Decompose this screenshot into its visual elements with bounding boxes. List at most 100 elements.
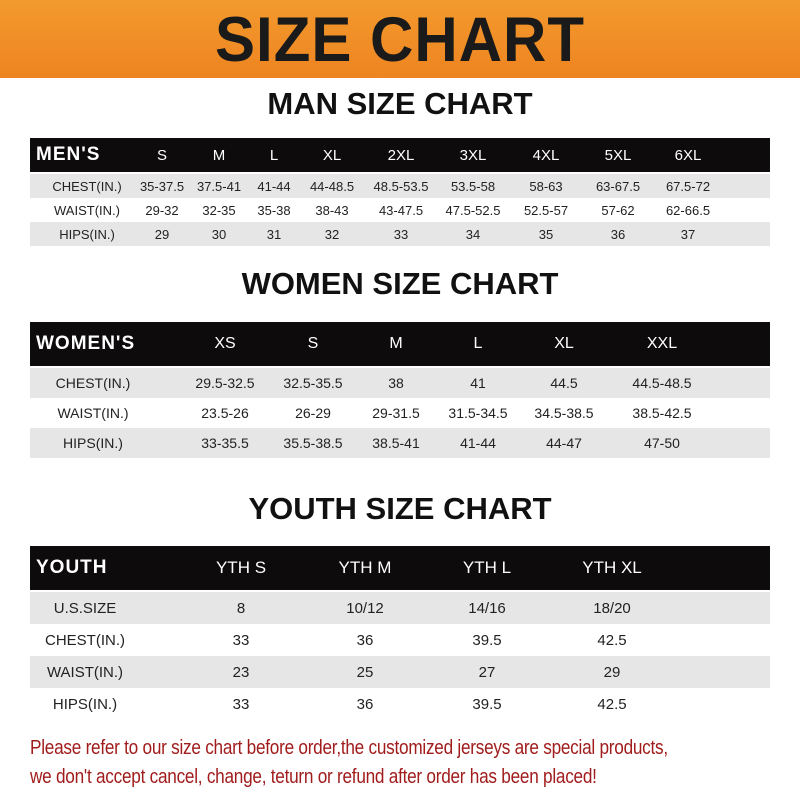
measurement-cell: 41-44: [460, 435, 496, 451]
measurement-cell: 33-35.5: [201, 435, 249, 451]
table-row: CHEST(IN.) 29.5-32.5 32.5-35.5 38 41 44.5 44.5…: [30, 368, 770, 398]
measurement-cell: 62-66.5: [665, 202, 711, 218]
measurement-cell: 38.5-42.5: [632, 405, 692, 421]
measurement-cell: 37: [680, 226, 696, 242]
measurement-cell: 33: [393, 226, 409, 242]
size-header: M: [389, 335, 403, 352]
measurement-cell: 38: [388, 375, 404, 391]
measurement-cell: 29.5-32.5: [195, 375, 255, 391]
measurement-cell: 38-43: [315, 202, 349, 218]
measurement-cell: 26-29: [295, 405, 331, 421]
row-label: CHEST(IN.): [52, 178, 122, 194]
measurement-cell: 42.5: [597, 631, 627, 649]
women-chart-title: WOMEN SIZE CHART: [241, 266, 559, 301]
measurement-cell: 25: [356, 663, 374, 681]
measurement-cell: 31: [266, 226, 282, 242]
women-size-table: WOMEN'S XS S M L XL XXL CHEST(IN.) 29.5-32.5 32.5…: [30, 322, 770, 458]
measurement-cell: 32-35: [202, 202, 236, 218]
measurement-cell: 29: [154, 226, 170, 242]
size-header: YTH XL: [582, 558, 642, 577]
table-row: WAIST(IN.) 23.5-26 26-29 29-31.5 31.5-34.5 34…: [30, 398, 770, 428]
measurement-cell: 10/12: [346, 599, 384, 617]
row-label: U.S.SIZE: [53, 599, 117, 617]
measurement-cell: 52.5-57: [523, 202, 569, 218]
measurement-cell: 35.5-38.5: [283, 435, 343, 451]
size-header: 3XL: [459, 146, 487, 164]
table-row: WAIST(IN.) 29-32 32-35 35-38 38-43 43-47.5 47.…: [30, 198, 770, 222]
measurement-cell: 47.5-52.5: [445, 202, 501, 218]
size-header: XL: [322, 146, 342, 164]
size-header: YTH M: [338, 558, 392, 577]
table-header-row: MEN'S S M L XL 2XL 3XL 4XL 5XL 6XL: [30, 138, 770, 172]
men-size-table: MEN'S S M L XL 2XL 3XL 4XL 5XL 6XL CHEST(IN.) 35-37…: [30, 138, 770, 246]
measurement-cell: 32.5-35.5: [283, 375, 343, 391]
measurement-cell: 34: [465, 226, 481, 242]
measurement-cell: 8: [236, 599, 246, 617]
measurement-cell: 39.5: [472, 695, 502, 713]
table-category-label: WOMEN'S: [36, 333, 136, 354]
measurement-cell: 29-32: [145, 202, 179, 218]
measurement-cell: 58-63: [529, 178, 563, 194]
measurement-cell: 42.5: [597, 695, 627, 713]
row-label: HIPS(IN.): [59, 226, 115, 242]
table-row: U.S.SIZE 8 10/12 14/16 18/20: [30, 592, 770, 624]
table-category-label: MEN'S: [36, 144, 101, 165]
size-header: 6XL: [674, 146, 702, 164]
measurement-cell: 44-48.5: [309, 178, 355, 194]
size-header: 5XL: [604, 146, 632, 164]
size-header: S: [156, 146, 168, 164]
size-header: S: [307, 335, 319, 352]
measurement-cell: 35-37.5: [139, 178, 185, 194]
notice-line-2: we don't accept cancel, change, teturn o…: [30, 766, 597, 788]
size-header: L: [473, 335, 483, 352]
size-header: XS: [214, 335, 236, 352]
measurement-cell: 30: [211, 226, 227, 242]
measurement-cell: 23: [232, 663, 250, 681]
size-header: 4XL: [532, 146, 560, 164]
measurement-cell: 29-31.5: [372, 405, 420, 421]
measurement-cell: 29: [603, 663, 621, 681]
youth-chart-title: YOUTH SIZE CHART: [248, 491, 552, 526]
measurement-cell: 43-47.5: [378, 202, 424, 218]
row-label: CHEST(IN.): [55, 375, 131, 391]
measurement-cell: 33: [232, 631, 250, 649]
measurement-cell: 35: [538, 226, 554, 242]
measurement-cell: 36: [356, 631, 374, 649]
table-row: HIPS(IN.) 33-35.5 35.5-38.5 38.5-41 41-44 44-…: [30, 428, 770, 458]
row-label: HIPS(IN.): [63, 435, 123, 451]
size-header: XXL: [646, 335, 678, 352]
measurement-cell: 57-62: [601, 202, 635, 218]
row-label: WAIST(IN.): [57, 405, 129, 421]
measurement-cell: 33: [232, 695, 250, 713]
table-row: HIPS(IN.) 33 36 39.5 42.5: [30, 688, 770, 720]
measurement-cell: 32: [324, 226, 340, 242]
table-row: HIPS(IN.) 29 30 31 32 33 34 35 36 37: [30, 222, 770, 246]
measurement-cell: 23.5-26: [201, 405, 249, 421]
table-header-row: WOMEN'S XS S M L XL XXL: [30, 322, 770, 366]
measurement-cell: 47-50: [644, 435, 680, 451]
size-header: 2XL: [387, 146, 415, 164]
men-chart-title: MAN SIZE CHART: [267, 86, 533, 121]
measurement-cell: 41-44: [257, 178, 291, 194]
measurement-cell: 18/20: [593, 599, 631, 617]
measurement-cell: 67.5-72: [665, 178, 711, 194]
measurement-cell: 63-67.5: [595, 178, 641, 194]
measurement-cell: 35-38: [257, 202, 291, 218]
size-header: L: [269, 146, 279, 164]
measurement-cell: 44-47: [546, 435, 582, 451]
size-header: YTH L: [462, 558, 512, 577]
youth-size-table: YOUTH YTH S YTH M YTH L YTH XL U.S.SIZE 8 10/12…: [30, 546, 770, 720]
measurement-cell: 44.5-48.5: [632, 375, 692, 391]
measurement-cell: 34.5-38.5: [534, 405, 594, 421]
row-label: WAIST(IN.): [46, 663, 124, 681]
table-row: CHEST(IN.) 33 36 39.5 42.5: [30, 624, 770, 656]
table-header-row: YOUTH YTH S YTH M YTH L YTH XL: [30, 546, 770, 590]
measurement-cell: 31.5-34.5: [448, 405, 508, 421]
banner: SIZE CHART: [0, 0, 800, 78]
row-label: HIPS(IN.): [52, 695, 118, 713]
measurement-cell: 27: [478, 663, 496, 681]
measurement-cell: 53.5-58: [450, 178, 496, 194]
row-label: CHEST(IN.): [45, 631, 125, 649]
table-row: CHEST(IN.) 35-37.5 37.5-41 41-44 44-48.5 48.5…: [30, 174, 770, 198]
measurement-cell: 48.5-53.5: [373, 178, 429, 194]
